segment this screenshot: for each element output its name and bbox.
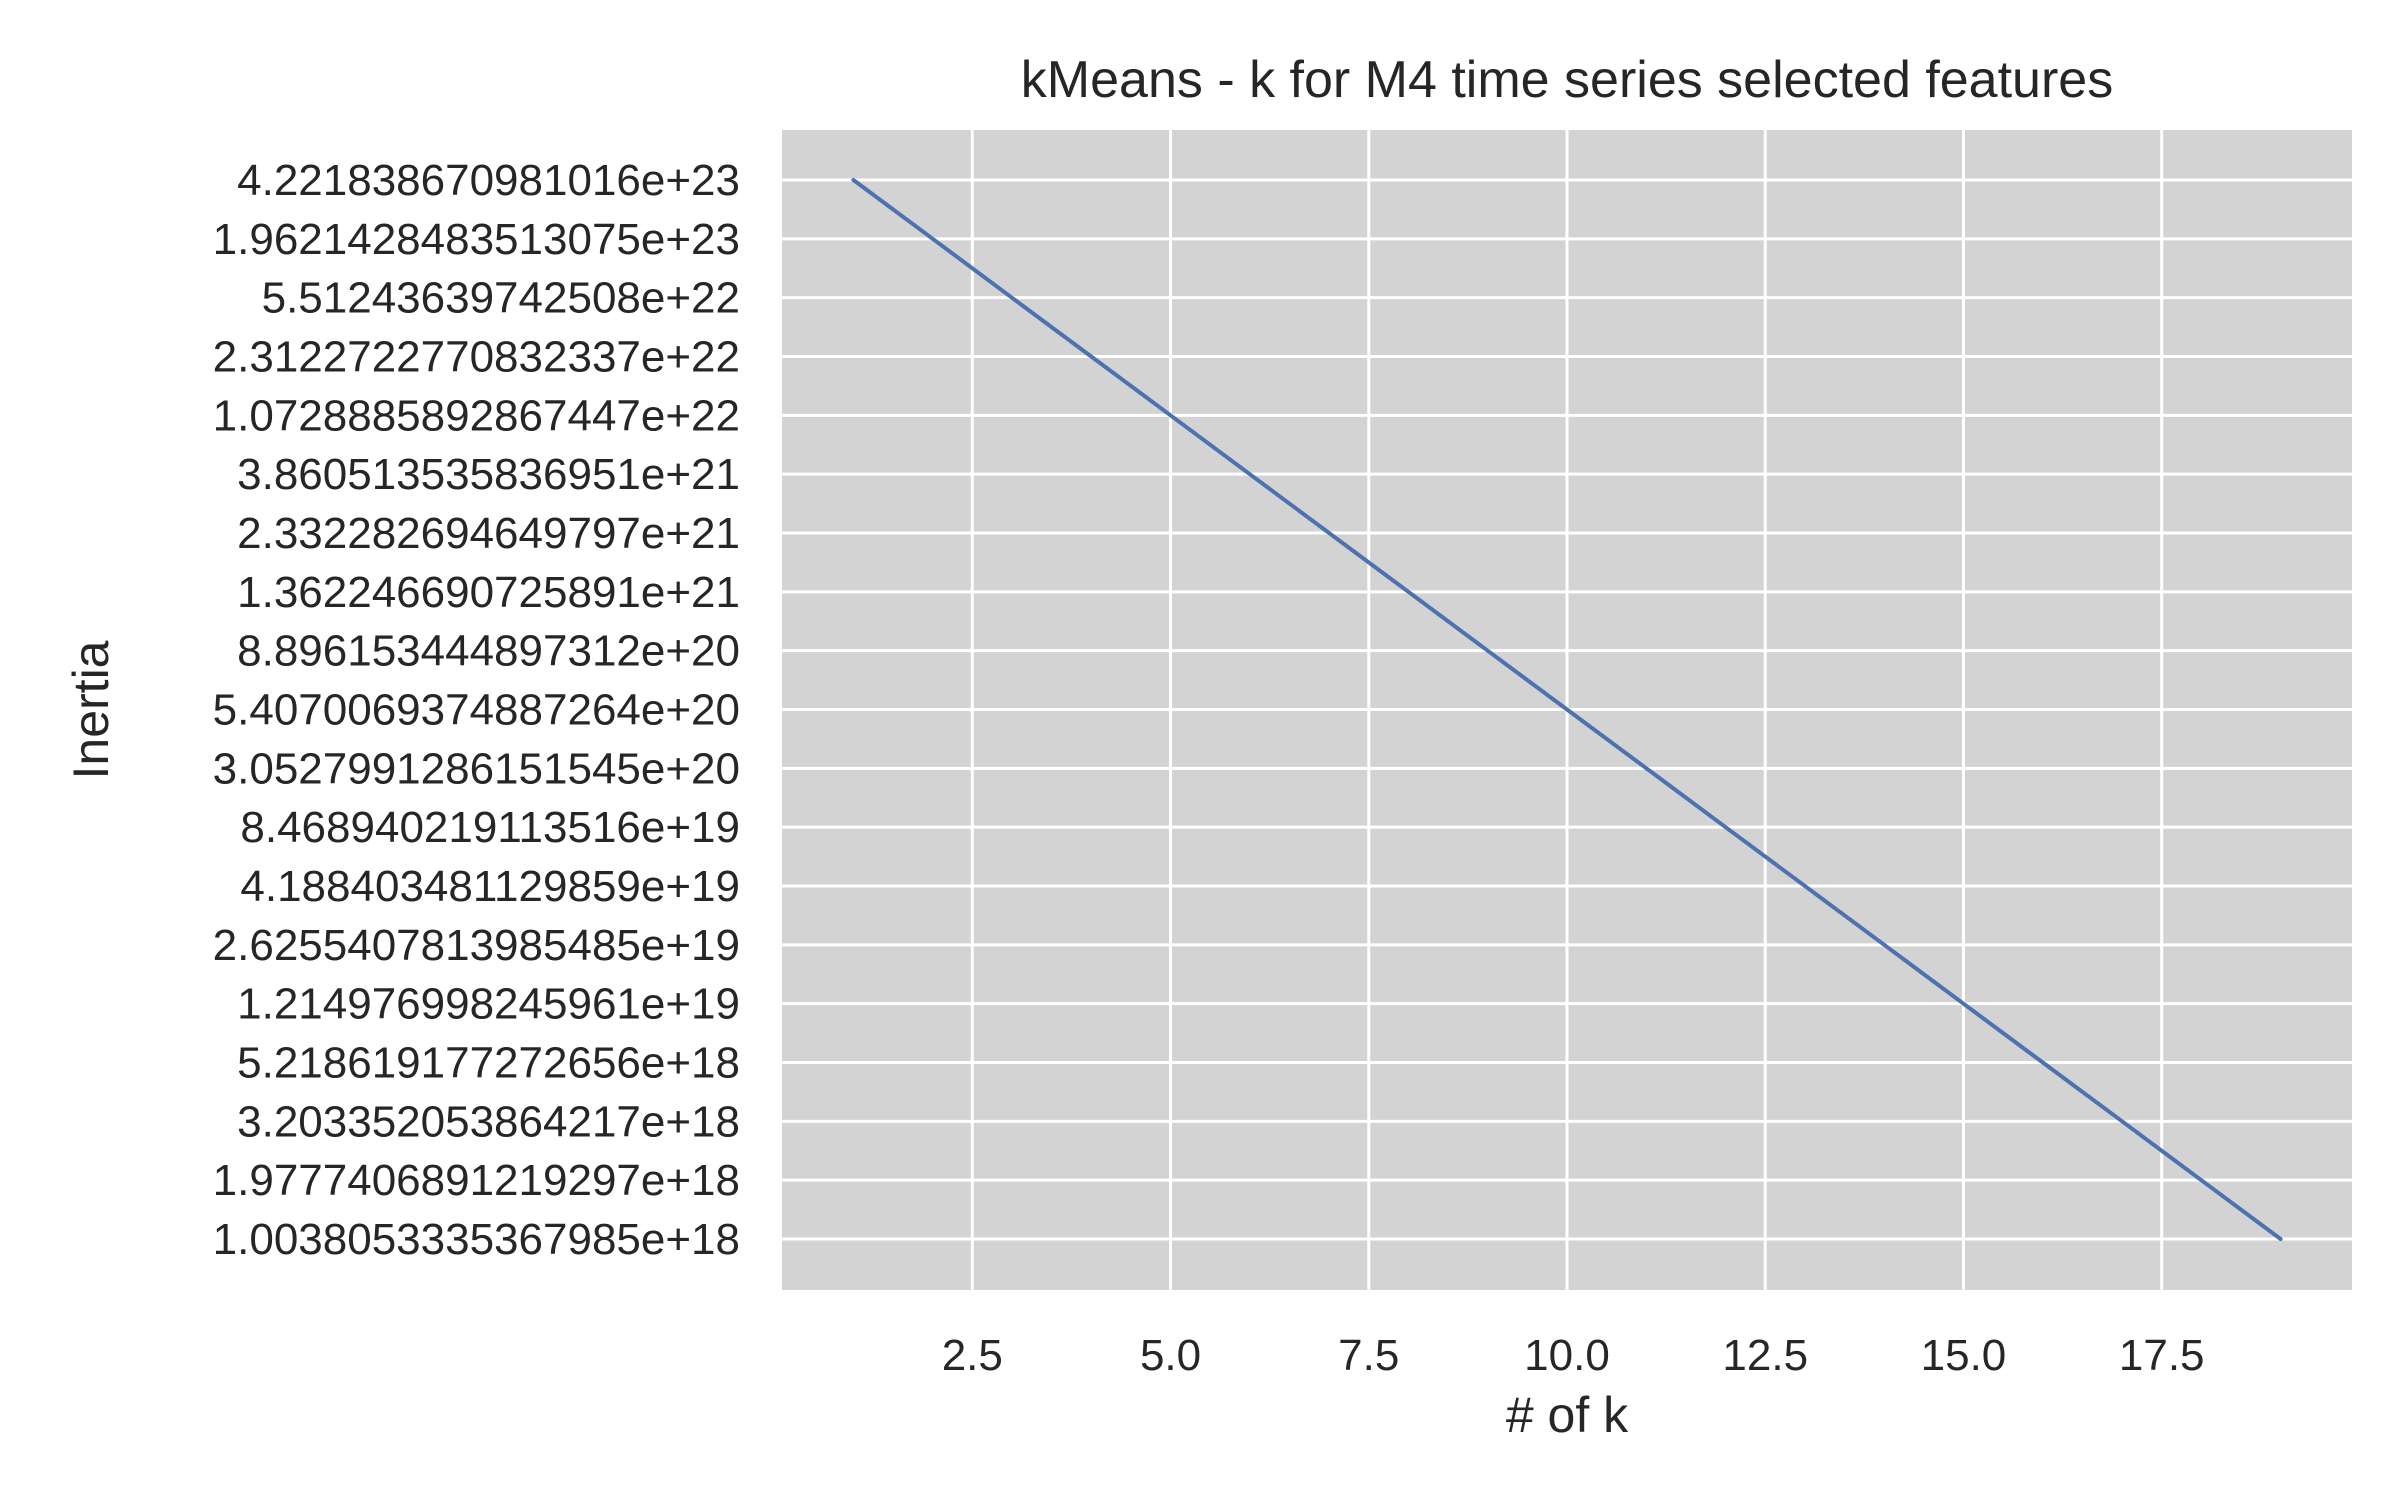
x-tick-label: 5.0 [1140,1331,1201,1380]
x-tick-label: 17.5 [2119,1331,2205,1380]
y-tick-label: 3.203352053864217e+18 [237,1097,740,1146]
y-axis-label: Inertia [63,640,119,779]
y-tick-label: 4.221838670981016e+23 [237,156,740,205]
y-tick-labels: 4.221838670981016e+23 1.9621428483513075e… [213,156,740,1264]
y-tick-label: 3.0527991286151545e+20 [213,744,740,793]
x-axis-label: # of k [1506,1387,1629,1443]
y-tick-label: 1.9777406891219297e+18 [213,1156,740,1205]
x-tick-label: 12.5 [1722,1331,1808,1380]
x-tick-label: 10.0 [1524,1331,1610,1380]
y-tick-label: 2.332282694649797e+21 [237,509,740,558]
grid-lines [782,130,2352,1290]
y-tick-label: 1.362246690725891e+21 [237,568,740,617]
y-tick-label: 8.896153444897312e+20 [237,627,740,676]
y-tick-label: 1.0038053335367985e+18 [213,1215,740,1264]
series-line [851,178,2283,1241]
y-tick-label: 5.51243639742508e+22 [262,274,740,323]
y-tick-label: 1.9621428483513075e+23 [213,215,740,264]
x-tick-labels: 2.5 5.0 7.5 10.0 12.5 15.0 17.5 [942,1331,2205,1380]
series-layer [851,178,2283,1241]
y-tick-label: 4.188403481129859e+19 [240,862,740,911]
x-tick-label: 15.0 [1921,1331,2007,1380]
y-tick-label: 2.3122722770832337e+22 [213,333,740,382]
y-tick-label: 3.860513535836951e+21 [237,450,740,499]
chart-title: kMeans - k for M4 time series selected f… [1021,51,2113,109]
y-tick-label: 5.4070069374887264e+20 [213,686,740,735]
x-tick-label: 7.5 [1338,1331,1399,1380]
y-tick-label: 5.218619177272656e+18 [237,1039,740,1088]
y-tick-label: 1.214976998245961e+19 [237,980,740,1029]
x-tick-label: 2.5 [942,1331,1003,1380]
y-tick-label: 1.0728885892867447e+22 [213,391,740,440]
y-tick-label: 8.468940219113516e+19 [240,803,740,852]
y-tick-label: 2.6255407813985485e+19 [213,921,740,970]
